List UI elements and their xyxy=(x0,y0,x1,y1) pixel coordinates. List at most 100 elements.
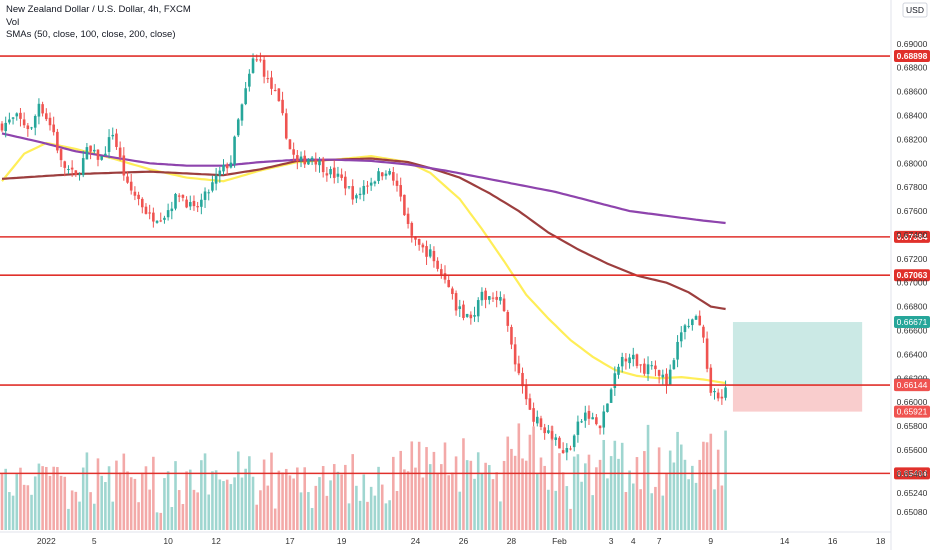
volume-bar xyxy=(628,470,631,530)
volume-bar xyxy=(550,426,554,530)
candle-body xyxy=(366,185,369,187)
candle-body xyxy=(369,182,373,186)
volume-bar xyxy=(373,495,377,530)
volume-bar xyxy=(229,484,233,530)
candle-body xyxy=(657,370,661,376)
candle-body xyxy=(528,398,532,410)
volume-bar xyxy=(19,467,22,530)
level-price-label: 0.68898 xyxy=(897,51,928,61)
candle-body xyxy=(628,357,631,364)
candle-body xyxy=(8,119,11,123)
candle-body xyxy=(558,437,561,449)
candle-body xyxy=(358,193,362,196)
price-tag-label: 0.66144 xyxy=(897,380,928,390)
price-axis[interactable]: USD 0.69000 0.68800 0.68600 0.68400 0.68200 0.… xyxy=(890,0,930,550)
level-price-label: 0.65404 xyxy=(897,468,928,478)
price-tick-label: 0.67400 xyxy=(897,230,928,240)
candle-body xyxy=(569,448,572,450)
sma-indicator-label[interactable]: SMAs (50, close, 100, close, 200, close) xyxy=(6,29,176,40)
volume-bar xyxy=(85,452,89,530)
time-tick-label: 5 xyxy=(92,536,97,546)
candle-body xyxy=(687,325,690,327)
volume-bar xyxy=(620,442,624,530)
volume-bar xyxy=(417,441,421,530)
price-tag-label: 0.65921 xyxy=(897,407,928,417)
candle-body xyxy=(45,113,48,120)
volume-bar xyxy=(480,472,484,530)
volume-bar xyxy=(572,456,576,530)
candle-body xyxy=(314,159,318,165)
volume-bar xyxy=(67,508,70,530)
volume-bar xyxy=(403,469,406,530)
volume-bar xyxy=(443,442,447,530)
volume-bar xyxy=(351,454,355,530)
candle-body xyxy=(654,365,657,370)
candle-body xyxy=(631,354,635,360)
volume-bar xyxy=(122,453,126,530)
volume-bar xyxy=(211,471,214,530)
volume-bars xyxy=(0,423,727,530)
volume-bar xyxy=(469,460,473,530)
candle-body xyxy=(174,193,177,209)
candle-body xyxy=(26,125,30,130)
volume-bar xyxy=(59,475,63,530)
volume-bar xyxy=(144,466,148,530)
candle-body xyxy=(462,304,465,318)
volume-bar xyxy=(665,472,668,530)
candle-body xyxy=(307,159,310,165)
volume-bar xyxy=(554,490,558,530)
candle-body xyxy=(4,122,7,132)
candle-body xyxy=(89,145,92,152)
symbol-title[interactable]: New Zealand Dollar / U.S. Dollar, 4h, FX… xyxy=(6,4,191,15)
candle-body xyxy=(432,250,436,262)
candle-body xyxy=(524,385,528,400)
time-axis[interactable]: 2022 5 10 12 17 19 24 26 28 Feb 3 4 7 9 14 16 18 xyxy=(0,531,891,546)
candle-body xyxy=(111,134,115,137)
profit-zone[interactable] xyxy=(732,322,863,386)
volume-bar xyxy=(81,467,85,530)
candle-body xyxy=(705,338,709,369)
volume-bar xyxy=(454,456,458,530)
candle-body xyxy=(639,364,642,366)
candle-body xyxy=(0,123,4,131)
candle-body xyxy=(155,220,159,223)
candle-body xyxy=(488,296,491,300)
candle-body xyxy=(222,164,225,172)
price-tag-label: 0.66671 xyxy=(897,317,928,327)
volume-bar xyxy=(366,501,369,530)
volume-bar xyxy=(248,456,251,530)
candle-body xyxy=(347,186,351,188)
currency-button-label[interactable]: USD xyxy=(906,5,924,15)
candle-body xyxy=(318,160,321,166)
volume-bar xyxy=(332,464,336,530)
candle-body xyxy=(140,198,144,208)
candle-body xyxy=(399,185,402,197)
candle-body xyxy=(303,155,307,165)
volume-bar xyxy=(528,434,532,530)
volume-indicator-label[interactable]: Vol xyxy=(6,16,20,28)
candle-body xyxy=(240,104,244,121)
candle-body xyxy=(440,269,443,275)
volume-bar xyxy=(713,489,716,530)
volume-bar xyxy=(657,447,661,530)
candle-body xyxy=(643,363,646,374)
volume-bar xyxy=(583,463,587,530)
candle-body xyxy=(451,288,454,295)
volume-bar xyxy=(129,477,133,530)
candle-body xyxy=(591,417,594,420)
volume-bar xyxy=(111,501,115,530)
volume-bar xyxy=(118,472,122,530)
volume-bar xyxy=(74,491,78,530)
volume-bar xyxy=(410,441,414,530)
candle-body xyxy=(270,77,273,89)
loss-zone[interactable] xyxy=(732,385,863,412)
volume-bar xyxy=(524,460,528,530)
volume-bar xyxy=(591,495,594,530)
time-tick-label: Feb xyxy=(552,536,567,546)
volume-bar xyxy=(539,457,543,530)
volume-bar xyxy=(174,461,177,530)
price-tick-label: 0.66200 xyxy=(897,373,928,383)
currency-button[interactable] xyxy=(902,2,928,18)
candle-body xyxy=(380,172,384,177)
